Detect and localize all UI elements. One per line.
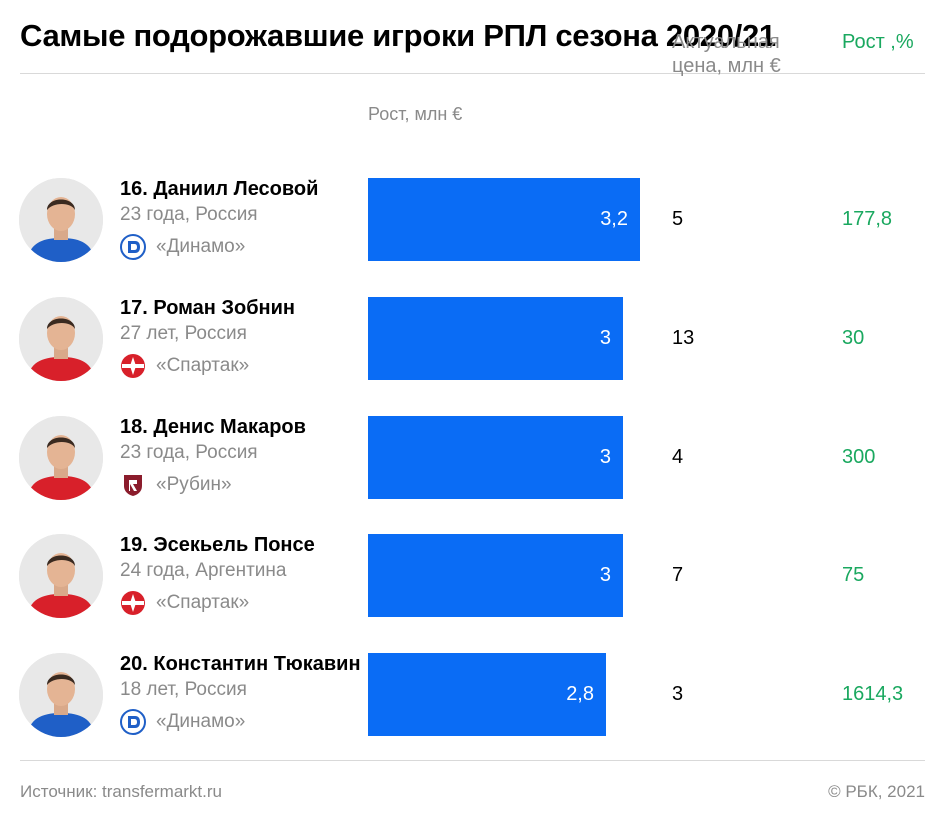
avatar xyxy=(19,178,103,262)
growth-bar-label: 3 xyxy=(599,564,611,586)
club-name: «Рубин» xyxy=(156,474,232,495)
avatar xyxy=(19,297,103,381)
column-header-price: Актуальная цена, млн € xyxy=(672,30,802,78)
player-age-country: 23 года, Россия xyxy=(120,204,258,225)
growth-bar-label: 3,2 xyxy=(600,208,628,230)
growth-percent: 1614,3 xyxy=(842,683,904,705)
current-price: 4 xyxy=(672,446,684,468)
club-name: «Спартак» xyxy=(156,592,250,613)
growth-bar xyxy=(368,416,623,499)
player-photo-icon xyxy=(19,297,103,381)
dinamo-logo-icon xyxy=(120,234,146,260)
avatar xyxy=(19,416,103,500)
club-name: «Динамо» xyxy=(156,236,246,257)
growth-bar-label: 2,8 xyxy=(566,683,594,705)
rubin-logo-icon xyxy=(124,475,142,496)
player-club: «Динамо» xyxy=(120,709,245,735)
column-header-percent: Рост ,% xyxy=(842,31,914,53)
player-name: 18. Денис Макаров xyxy=(120,416,306,438)
player-name: 17. Роман Зобнин xyxy=(120,297,295,319)
player-row: 19. Эсекьель Понсе 24 года, Аргентина «Спа… xyxy=(0,534,945,634)
player-row: 18. Денис Макаров 23 года, Россия «Рубин» 3… xyxy=(0,416,945,516)
bottom-divider xyxy=(20,760,925,761)
spartak-logo-icon xyxy=(121,354,145,378)
player-name: 16. Даниил Лесовой xyxy=(120,178,319,200)
player-age-country: 18 лет, Россия xyxy=(120,679,247,700)
club-name: «Динамо» xyxy=(156,711,246,732)
source-note: Источник: transfermarkt.ru xyxy=(20,782,222,801)
player-photo-icon xyxy=(19,178,103,262)
player-photo-icon xyxy=(19,534,103,618)
growth-bar xyxy=(368,297,623,380)
player-club: «Спартак» xyxy=(120,590,249,616)
avatar xyxy=(19,653,103,737)
club-name: «Спартак» xyxy=(156,355,250,376)
growth-bar-label: 3 xyxy=(599,327,611,349)
column-header-price-line1: Актуальная xyxy=(672,31,780,53)
current-price: 7 xyxy=(672,564,684,586)
growth-bar xyxy=(368,534,623,617)
spartak-logo-icon xyxy=(121,591,145,615)
player-row: 20. Константин Тюкавин 18 лет, Россия «Дин… xyxy=(0,653,945,753)
growth-bar-label: 3 xyxy=(599,446,611,468)
player-age-country: 27 лет, Россия xyxy=(120,323,247,344)
growth-percent: 30 xyxy=(842,327,865,349)
player-photo-icon xyxy=(19,653,103,737)
growth-bar xyxy=(368,653,606,736)
current-price: 3 xyxy=(672,683,684,705)
column-header-growth: Рост, млн € xyxy=(368,104,463,124)
growth-percent: 177,8 xyxy=(842,208,893,230)
growth-bar xyxy=(368,178,640,261)
player-age-country: 23 года, Россия xyxy=(120,442,258,463)
player-row: 17. Роман Зобнин 27 лет, Россия «Спартак» 3… xyxy=(0,297,945,397)
current-price: 5 xyxy=(672,208,684,230)
top-divider xyxy=(20,73,925,74)
player-row: 16. Даниил Лесовой 23 года, Россия «Динамо… xyxy=(0,178,945,278)
copyright: © РБК, 2021 xyxy=(828,782,925,801)
player-club: «Динамо» xyxy=(120,234,245,260)
player-name: 20. Константин Тюкавин xyxy=(120,653,361,675)
dinamo-logo-icon xyxy=(120,709,146,735)
growth-percent: 75 xyxy=(842,564,865,586)
avatar xyxy=(19,534,103,618)
column-header-price-line2: цена, млн € xyxy=(672,55,781,77)
player-age-country: 24 года, Аргентина xyxy=(120,560,287,581)
growth-percent: 300 xyxy=(842,446,876,468)
chart-title: Самые подорожавшие игроки РПЛ сезона 202… xyxy=(20,18,776,53)
player-club: «Спартак» xyxy=(120,353,249,379)
player-name: 19. Эсекьель Понсе xyxy=(120,534,315,556)
player-photo-icon xyxy=(19,416,103,500)
current-price: 13 xyxy=(672,327,695,349)
player-club: «Рубин» xyxy=(120,472,232,498)
